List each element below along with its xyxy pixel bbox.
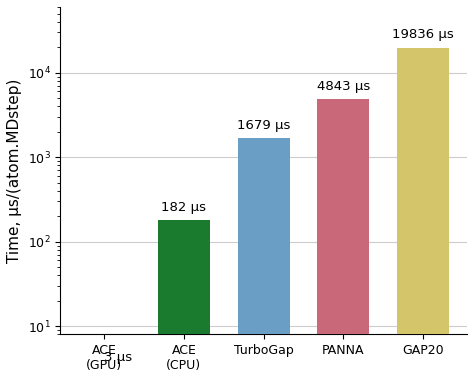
Y-axis label: Time, μs/(atom.MDstep): Time, μs/(atom.MDstep) xyxy=(7,78,22,263)
Bar xyxy=(158,220,210,379)
Text: 3 μs: 3 μs xyxy=(104,351,132,364)
Bar xyxy=(78,370,130,379)
Text: 19836 μs: 19836 μs xyxy=(392,28,454,41)
Bar xyxy=(397,47,449,379)
Text: 4843 μs: 4843 μs xyxy=(317,80,370,93)
Bar xyxy=(318,99,369,379)
Text: 1679 μs: 1679 μs xyxy=(237,119,291,132)
Bar xyxy=(238,138,290,379)
Text: 182 μs: 182 μs xyxy=(161,200,206,214)
